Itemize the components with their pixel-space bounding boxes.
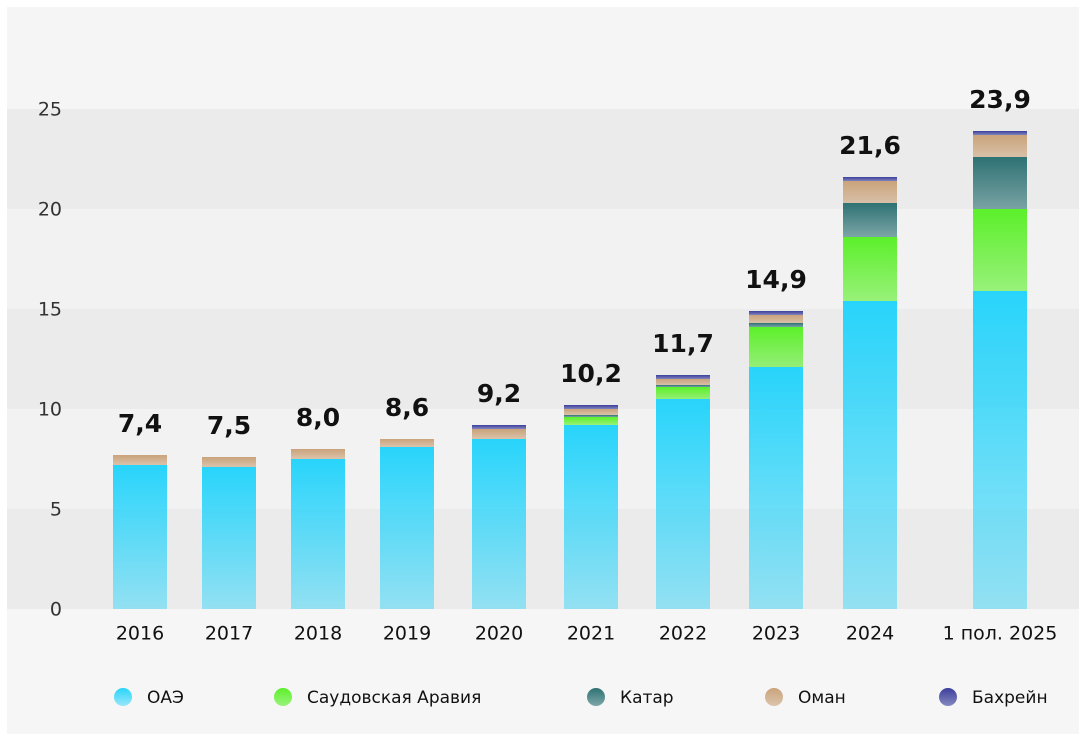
bar-segment [973, 209, 1027, 291]
bar-segment [843, 237, 897, 301]
total-label: 11,7 [652, 329, 714, 358]
y-tick-label: 25 [38, 99, 62, 121]
x-tick-label: 2022 [659, 623, 707, 645]
y-tick-label: 10 [38, 399, 62, 421]
total-label: 10,2 [560, 359, 622, 388]
legend-label: Оман [798, 688, 846, 708]
bar-segment [749, 367, 803, 609]
x-tick-label: 2024 [846, 623, 894, 645]
x-tick-label: 2020 [475, 623, 523, 645]
grid-band [7, 109, 1079, 209]
grid-band [7, 509, 1079, 609]
bar-segment [472, 425, 526, 429]
bar-segment [749, 311, 803, 315]
bar-segment [564, 415, 618, 417]
y-tick-label: 5 [50, 499, 62, 521]
legend-marker [939, 688, 957, 706]
bar-segment [973, 291, 1027, 609]
bar-segment [843, 301, 897, 609]
legend-label: Бахрейн [972, 688, 1048, 708]
bar-segment [564, 409, 618, 415]
x-tick-label: 1 пол. 2025 [943, 623, 1058, 645]
grid-band [7, 309, 1079, 409]
total-label: 9,2 [477, 379, 521, 408]
bar-segment [564, 417, 618, 425]
bar-segment [380, 447, 434, 609]
x-tick-label: 2023 [752, 623, 800, 645]
bar-segment [656, 399, 710, 609]
bar-segment [656, 387, 710, 399]
bar-segment [973, 157, 1027, 209]
x-axis-area [7, 609, 1079, 734]
bar-segment [472, 439, 526, 609]
bar-segment [202, 457, 256, 467]
total-label: 7,4 [118, 409, 162, 438]
bar-segment [749, 315, 803, 323]
legend-label: Катар [620, 688, 674, 708]
bar-segment [749, 327, 803, 367]
x-tick-label: 2021 [567, 623, 615, 645]
bar-segment [973, 135, 1027, 157]
grid-band [7, 409, 1079, 509]
legend-label: Саудовская Аравия [307, 688, 481, 708]
bar-segment [113, 465, 167, 609]
legend-marker [587, 688, 605, 706]
bar-segment [564, 405, 618, 409]
total-label: 7,5 [207, 411, 251, 440]
total-label: 21,6 [839, 131, 901, 160]
x-tick-label: 2018 [294, 623, 342, 645]
bar-segment [656, 375, 710, 379]
bar-segment [843, 203, 897, 237]
bar-segment [202, 467, 256, 609]
total-label: 8,0 [296, 403, 340, 432]
y-tick-label: 15 [38, 299, 62, 321]
bar-segment [749, 323, 803, 327]
legend-marker [114, 688, 132, 706]
y-tick-label: 0 [50, 599, 62, 621]
bar-segment [472, 429, 526, 439]
bar-segment [656, 379, 710, 385]
bar-segment [656, 385, 710, 387]
bar-segment [843, 181, 897, 203]
x-tick-label: 2017 [205, 623, 253, 645]
bar-segment [291, 449, 345, 459]
legend-marker [274, 688, 292, 706]
grid-band [7, 209, 1079, 309]
bar-segment [973, 131, 1027, 135]
bar-segment [843, 177, 897, 181]
bar-segment [291, 459, 345, 609]
legend-marker [765, 688, 783, 706]
total-label: 14,9 [745, 265, 807, 294]
legend-label: ОАЭ [147, 688, 184, 708]
x-tick-label: 2016 [116, 623, 164, 645]
y-tick-label: 20 [38, 199, 62, 221]
bar-segment [113, 455, 167, 465]
total-label: 8,6 [385, 393, 429, 422]
total-label: 23,9 [969, 85, 1031, 114]
bar-segment [380, 439, 434, 447]
x-tick-label: 2019 [383, 623, 431, 645]
bar-segment [564, 425, 618, 609]
